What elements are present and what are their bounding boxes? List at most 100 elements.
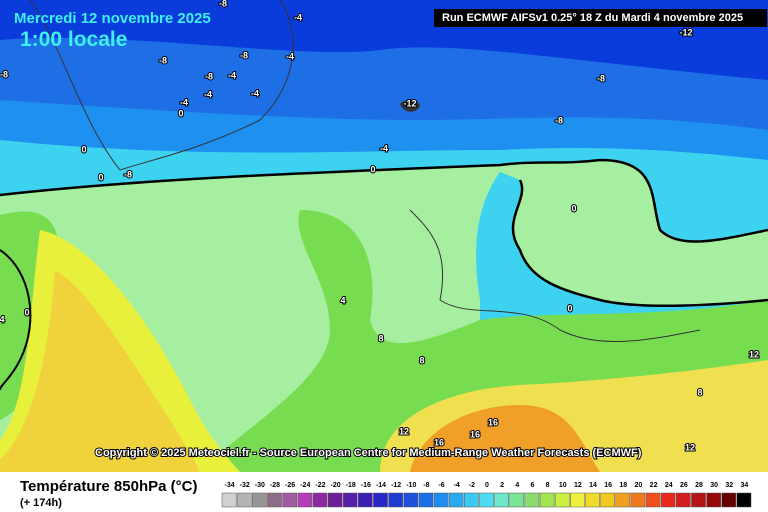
legend-label: 34 bbox=[741, 482, 749, 489]
contour-label: 16 bbox=[434, 437, 444, 447]
contour-label: 0 bbox=[370, 164, 375, 174]
legend-swatch bbox=[282, 492, 297, 508]
legend-label: -34 bbox=[225, 482, 235, 489]
legend-label: 32 bbox=[725, 482, 733, 489]
contour-label: 4 bbox=[340, 295, 345, 305]
legend-label: -18 bbox=[346, 482, 356, 489]
legend-label: -6 bbox=[438, 482, 444, 489]
contour-label: 16 bbox=[488, 417, 498, 427]
legend-swatch bbox=[539, 492, 555, 508]
legend-swatch bbox=[736, 492, 752, 508]
legend-label: 2 bbox=[500, 482, 504, 489]
legend-swatch bbox=[221, 492, 237, 508]
legend-label: 28 bbox=[695, 482, 703, 489]
legend-swatch bbox=[585, 492, 600, 508]
legend-label: -26 bbox=[285, 482, 295, 489]
legend-label: 26 bbox=[680, 482, 688, 489]
legend-swatch bbox=[660, 492, 676, 508]
legend-label: -8 bbox=[423, 482, 429, 489]
legend-label: 10 bbox=[559, 482, 567, 489]
legend-label: -28 bbox=[270, 482, 280, 489]
legend-swatch bbox=[721, 492, 737, 508]
contour-label: -4 bbox=[251, 88, 259, 98]
contour-label: -4 bbox=[180, 97, 188, 107]
legend-swatch bbox=[524, 492, 540, 508]
legend-swatch bbox=[312, 492, 328, 508]
legend-label: -4 bbox=[454, 482, 460, 489]
contour-label: -8 bbox=[219, 0, 227, 8]
contour-label: -8 bbox=[240, 50, 248, 60]
contour-label: 12 bbox=[685, 442, 695, 452]
legend-swatch bbox=[645, 492, 661, 508]
legend-swatch bbox=[297, 492, 313, 508]
legend-label: 0 bbox=[485, 482, 489, 489]
contour-label: 0 bbox=[178, 108, 183, 118]
island bbox=[400, 99, 420, 112]
legend-label: -32 bbox=[240, 482, 250, 489]
contour-label: -8 bbox=[159, 55, 167, 65]
zone bbox=[0, 270, 200, 472]
legend-label: 16 bbox=[604, 482, 612, 489]
lead-time: (+ 174h) bbox=[20, 497, 62, 509]
contour-label: -8 bbox=[555, 115, 563, 125]
legend-label: -30 bbox=[255, 482, 265, 489]
contour-label: -8 bbox=[597, 73, 605, 83]
legend-swatch bbox=[600, 492, 615, 508]
legend-label: -14 bbox=[376, 482, 386, 489]
legend-label: 6 bbox=[530, 482, 534, 489]
legend-swatch bbox=[691, 492, 706, 508]
legend-swatch bbox=[433, 492, 449, 508]
legend-swatch bbox=[267, 492, 282, 508]
run-info: Run ECMWF AIFSv1 0.25° 18 Z du Mardi 4 n… bbox=[442, 12, 743, 24]
contour-label: -4 bbox=[204, 89, 212, 99]
contour-label: 4 bbox=[0, 314, 5, 324]
legend-swatch bbox=[509, 492, 525, 508]
legend-swatch bbox=[494, 492, 509, 508]
legend-swatch bbox=[358, 492, 373, 508]
legend: Température 850hPa (°C) (+ 174h) -34 -32-… bbox=[20, 478, 752, 509]
legend-swatch bbox=[615, 492, 631, 508]
contour-label: 0 bbox=[24, 307, 29, 317]
contour-label: 0 bbox=[98, 172, 103, 182]
legend-label: 8 bbox=[546, 482, 550, 489]
coastline bbox=[29, 0, 294, 171]
legend-swatch bbox=[706, 492, 721, 508]
contour-label: 8 bbox=[378, 333, 383, 343]
contour-label: 8 bbox=[697, 387, 702, 397]
contour-label: -4 bbox=[286, 51, 294, 61]
legend-label: 12 bbox=[574, 482, 582, 489]
legend-swatch bbox=[236, 492, 252, 508]
contour-line bbox=[0, 158, 768, 243]
legend-label: -2 bbox=[469, 482, 475, 489]
zone bbox=[0, 160, 768, 472]
contour-label: -12 bbox=[403, 98, 416, 108]
legend-label: 22 bbox=[650, 482, 658, 489]
legend-label: -16 bbox=[361, 482, 371, 489]
legend-swatch bbox=[252, 492, 267, 508]
local-time: 1:00 locale bbox=[20, 28, 127, 51]
contour-label: 12 bbox=[399, 426, 409, 436]
contour-label: 0 bbox=[571, 203, 576, 213]
legend-label: -24 bbox=[300, 482, 310, 489]
legend-label: 30 bbox=[710, 482, 718, 489]
legend-label: 14 bbox=[589, 482, 597, 489]
legend-swatch bbox=[388, 492, 403, 508]
legend-swatch bbox=[554, 492, 570, 508]
legend-title: Température 850hPa (°C) bbox=[20, 478, 197, 495]
contour-label: -8 bbox=[205, 71, 213, 81]
contour-label: -4 bbox=[228, 70, 236, 80]
legend-label: -12 bbox=[391, 482, 401, 489]
map: Mercredi 12 novembre 2025 1:00 locale Ru… bbox=[0, 0, 768, 473]
legend-label: -22 bbox=[315, 482, 325, 489]
legend-swatch bbox=[448, 492, 464, 508]
legend-swatch bbox=[570, 492, 585, 508]
legend-label: 24 bbox=[665, 482, 673, 489]
legend-label: 4 bbox=[515, 482, 519, 489]
legend-swatch bbox=[464, 492, 479, 508]
zone bbox=[410, 405, 600, 472]
run-box bbox=[434, 9, 767, 27]
contour-label: 0 bbox=[81, 144, 86, 154]
legend-swatch bbox=[342, 492, 358, 508]
contour-label: -4 bbox=[294, 12, 302, 22]
